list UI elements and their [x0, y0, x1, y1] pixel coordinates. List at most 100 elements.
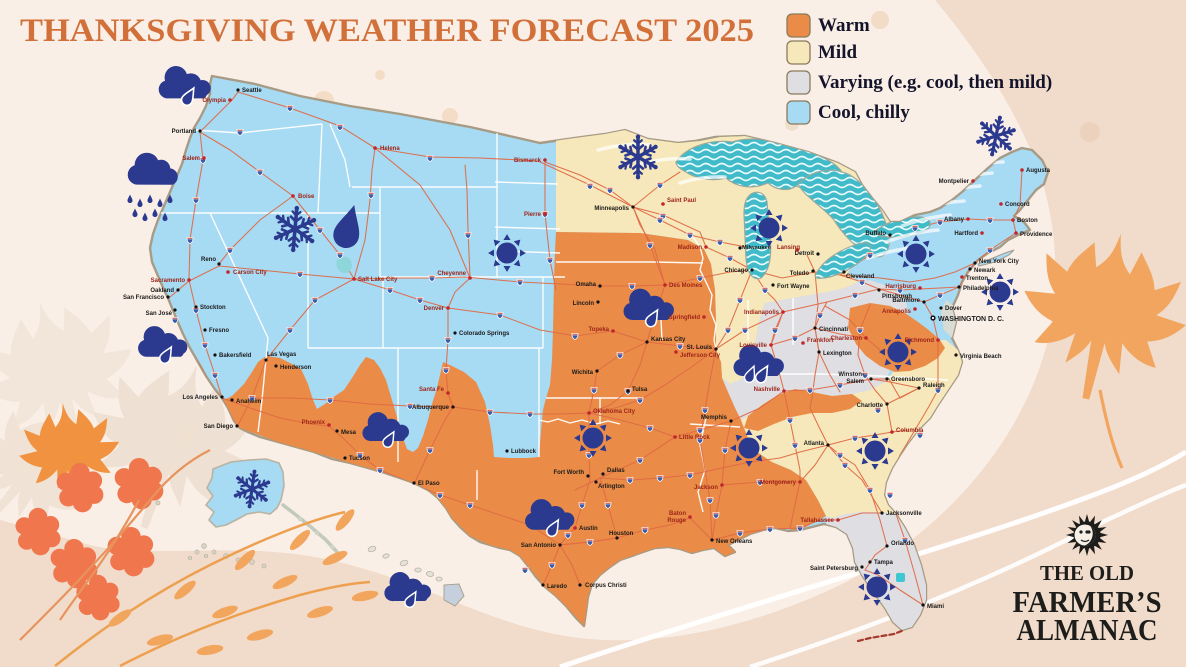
svg-text:Newark: Newark [974, 268, 996, 274]
svg-text:Fort Wayne: Fort Wayne [777, 284, 810, 290]
svg-text:Charlotte: Charlotte [857, 403, 884, 409]
svg-text:San Antonio: San Antonio [521, 543, 556, 549]
svg-text:Des Moines: Des Moines [669, 283, 703, 289]
svg-text:Dallas: Dallas [607, 468, 625, 474]
svg-text:Colorado Springs: Colorado Springs [459, 331, 510, 337]
svg-text:Warm: Warm [818, 15, 870, 36]
svg-text:Harrisburg: Harrisburg [885, 284, 916, 290]
svg-text:Columbia: Columbia [896, 428, 924, 434]
svg-text:Tulsa: Tulsa [632, 387, 648, 393]
svg-text:Lexington: Lexington [823, 351, 852, 357]
svg-text:Boston: Boston [1017, 218, 1038, 224]
svg-text:Reno: Reno [201, 257, 216, 263]
svg-text:Rouge: Rouge [667, 518, 686, 524]
svg-text:Tampa: Tampa [874, 560, 894, 566]
svg-text:Las Vegas: Las Vegas [267, 352, 297, 358]
svg-text:Madison: Madison [678, 245, 703, 251]
svg-text:Frankfort: Frankfort [807, 338, 833, 344]
svg-text:Salem: Salem [846, 379, 864, 385]
svg-text:Chicago: Chicago [724, 268, 748, 274]
svg-text:Baltimore: Baltimore [892, 298, 920, 304]
svg-text:Atlanta: Atlanta [804, 441, 825, 447]
svg-text:Lincoln: Lincoln [573, 301, 595, 307]
svg-text:Varying (e.g. cool, then mild): Varying (e.g. cool, then mild) [818, 72, 1052, 93]
svg-text:Seattle: Seattle [242, 88, 262, 94]
svg-text:Tucson: Tucson [349, 456, 370, 462]
svg-text:Bakersfield: Bakersfield [219, 353, 252, 359]
svg-text:Wichita: Wichita [572, 370, 594, 376]
svg-text:Hartford: Hartford [954, 231, 978, 237]
svg-text:Jefferson City: Jefferson City [680, 353, 721, 359]
svg-text:Olympia: Olympia [202, 98, 226, 104]
svg-text:Austin: Austin [579, 526, 598, 532]
svg-text:Cleveland: Cleveland [846, 274, 875, 280]
svg-text:Memphis: Memphis [701, 415, 728, 421]
svg-text:Henderson: Henderson [280, 365, 312, 371]
svg-text:Arlington: Arlington [598, 484, 625, 490]
svg-text:Toledo: Toledo [790, 271, 810, 277]
svg-text:El Paso: El Paso [418, 481, 440, 487]
svg-text:Bismarck: Bismarck [514, 158, 542, 164]
svg-text:FARMER’S: FARMER’S [1013, 584, 1162, 619]
svg-text:Jacksonville: Jacksonville [886, 511, 922, 517]
svg-text:Mesa: Mesa [341, 430, 357, 436]
svg-text:Montgomery: Montgomery [760, 480, 797, 486]
svg-text:Pittsburgh: Pittsburgh [882, 294, 912, 300]
svg-text:Albany: Albany [944, 217, 965, 223]
svg-text:Salt Lake City: Salt Lake City [358, 277, 398, 283]
svg-text:Cool, chilly: Cool, chilly [818, 102, 910, 123]
svg-text:Greensboro: Greensboro [891, 377, 925, 383]
svg-text:San Francisco: San Francisco [123, 295, 164, 301]
svg-text:Portland: Portland [172, 129, 197, 135]
svg-text:WASHINGTON D. C.: WASHINGTON D. C. [938, 316, 1004, 323]
svg-text:Winston-: Winston- [838, 372, 864, 378]
svg-text:ALMANAC: ALMANAC [1017, 612, 1158, 647]
svg-text:Phoenix: Phoenix [302, 420, 326, 426]
svg-text:New York City: New York City [979, 259, 1019, 265]
svg-text:Philadelphia: Philadelphia [963, 286, 999, 292]
svg-text:Houston: Houston [609, 531, 634, 537]
svg-text:THANKSGIVING WEATHER FORECAST: THANKSGIVING WEATHER FORECAST 2025 [20, 13, 754, 49]
svg-text:Saint Petersburg: Saint Petersburg [810, 566, 858, 572]
svg-text:Denver: Denver [424, 306, 445, 312]
svg-text:Trenton: Trenton [966, 276, 988, 282]
svg-text:Anaheim: Anaheim [236, 399, 261, 405]
svg-text:Providence: Providence [1020, 232, 1053, 238]
svg-text:Saint Paul: Saint Paul [667, 198, 696, 204]
svg-text:St. Louis: St. Louis [687, 345, 713, 351]
svg-text:Kansas City: Kansas City [651, 337, 686, 343]
svg-text:Lansing: Lansing [777, 245, 800, 251]
svg-text:Baton: Baton [669, 511, 686, 517]
svg-text:Cincinnati: Cincinnati [819, 327, 848, 333]
svg-text:Mild: Mild [818, 42, 857, 63]
svg-text:Albuquerque: Albuquerque [412, 405, 450, 411]
svg-text:Augusta: Augusta [1026, 168, 1051, 174]
svg-text:Laredo: Laredo [547, 584, 567, 590]
svg-text:Los Angeles: Los Angeles [183, 395, 219, 401]
svg-text:Minneapolis: Minneapolis [594, 206, 629, 212]
svg-text:THE OLD: THE OLD [1040, 561, 1134, 585]
svg-text:Stockton: Stockton [200, 305, 226, 311]
svg-text:Little Rock: Little Rock [679, 435, 710, 441]
svg-text:Charleston: Charleston [831, 336, 863, 342]
svg-text:Virginia Beach: Virginia Beach [960, 354, 1002, 360]
svg-text:Miami: Miami [927, 604, 944, 610]
svg-text:Santa Fe: Santa Fe [419, 387, 445, 393]
svg-text:New Orleans: New Orleans [716, 539, 753, 545]
svg-text:Corpus Christi: Corpus Christi [585, 583, 627, 589]
svg-text:Fort Worth: Fort Worth [553, 470, 584, 476]
svg-text:Fresno: Fresno [209, 328, 229, 334]
svg-text:Concord: Concord [1005, 202, 1030, 208]
svg-text:Topeka: Topeka [588, 327, 609, 333]
svg-text:Lubbock: Lubbock [511, 449, 537, 455]
svg-text:Louisville: Louisville [739, 343, 767, 349]
svg-text:Cheyenne: Cheyenne [437, 271, 466, 277]
svg-text:Detroit: Detroit [795, 251, 814, 257]
svg-text:Oakland: Oakland [150, 288, 174, 294]
svg-text:Boise: Boise [298, 194, 315, 200]
svg-text:Jackson: Jackson [694, 485, 718, 491]
svg-text:Tallahassee: Tallahassee [800, 518, 834, 524]
svg-text:San Diego: San Diego [204, 424, 234, 430]
svg-text:Omaha: Omaha [576, 282, 597, 288]
svg-text:Helena: Helena [380, 146, 400, 152]
